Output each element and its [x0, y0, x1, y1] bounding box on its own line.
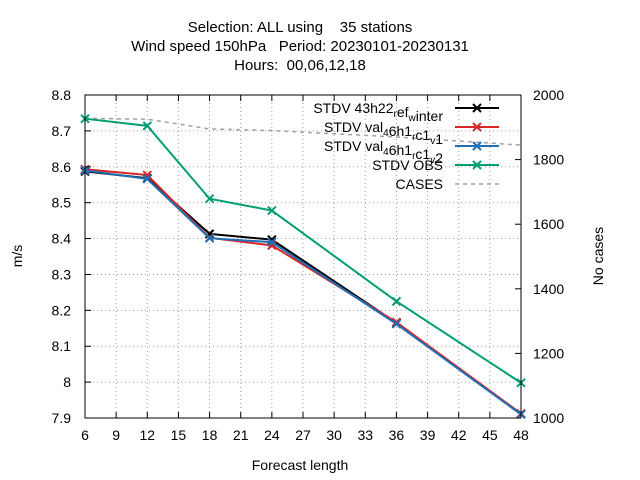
y2-tick-label: 2000: [533, 87, 564, 103]
series-cases: [84, 117, 522, 146]
x-tick-label: 30: [326, 427, 342, 443]
x-tick-label: 6: [81, 427, 89, 443]
x-tick-label: 39: [420, 427, 436, 443]
legend-label: STDV val46h1rc1v2: [324, 138, 443, 166]
y-axis-ticks: 7.9 8 8.1 8.2 8.3 8.4 8.5 8.6 8.7 8.8: [52, 87, 91, 426]
chart-title-line: Wind speed 150hPa Period: 20230101-20230…: [131, 38, 469, 55]
y-tick-label: 8.6: [52, 159, 72, 175]
grid: [84, 94, 522, 419]
data-point-stdv-obs: [204, 194, 215, 204]
y2-tick-label: 1200: [533, 345, 564, 361]
series-line-stdv-obs: [84, 117, 522, 384]
legend-label: STDV val46h1rc1v1: [324, 119, 443, 147]
x-tick-label: 42: [451, 427, 467, 443]
y2-axis-label: No cases: [590, 227, 606, 285]
x-tick-label: 45: [482, 427, 498, 443]
x-tick-label: 15: [171, 427, 187, 443]
x-tick-label: 36: [389, 427, 405, 443]
y-tick-label: 8.1: [52, 338, 72, 354]
y-tick-label: 8.5: [52, 195, 72, 211]
y-tick-label: 8.4: [52, 231, 72, 247]
y-tick-label: 8.7: [52, 123, 72, 139]
y-tick-label: 8: [63, 374, 71, 390]
series-line-cases: [84, 117, 522, 146]
x-tick-label: 12: [139, 427, 155, 443]
legend-label: STDV 43h22refwinter: [313, 100, 443, 124]
legend-label: CASES: [396, 176, 443, 192]
data-point-stdv-val-46h1-rc1-v2: [391, 319, 402, 329]
y-tick-label: 8.3: [52, 266, 72, 282]
x-axis-ticks: 6 9 12 15 18 21 24 27 30 33 36 39 42 45 48: [81, 95, 529, 443]
x-tick-label: 9: [112, 427, 120, 443]
legend-marker: [472, 141, 482, 151]
series: [80, 113, 526, 420]
y-tick-label: 8.8: [52, 87, 72, 103]
data-point-stdv-val-46h1-rc1-v2: [267, 237, 277, 247]
data-point-stdv-val-46h1-rc1-v2: [142, 174, 152, 184]
y2-axis-ticks: 1000 1200 1400 1600 1800 2000: [515, 87, 564, 426]
x-tick-label: 33: [357, 427, 373, 443]
x-tick-label: 48: [513, 427, 529, 443]
y2-tick-label: 1400: [533, 281, 564, 297]
x-tick-label: 21: [233, 427, 249, 443]
y2-tick-label: 1600: [533, 216, 564, 232]
y2-tick-label: 1800: [533, 152, 564, 168]
y-axis-label: m/s: [9, 245, 25, 268]
data-point-stdv-val-46h1-rc1-v2: [204, 233, 215, 243]
legend-marker: [472, 160, 482, 170]
chart-title-line: Hours: 00,06,12,18: [234, 57, 366, 74]
legend-marker: [472, 103, 482, 113]
x-tick-label: 18: [202, 427, 218, 443]
y-tick-label: 8.2: [52, 302, 72, 318]
data-point-stdv-obs: [142, 121, 152, 131]
y-tick-label: 7.9: [52, 410, 72, 426]
legend-label: STDV OBS: [372, 157, 443, 173]
y2-tick-label: 1000: [533, 410, 564, 426]
series-line-stdv-val-46h1-rc1-v1: [84, 168, 522, 415]
series-line-stdv-val-46h1-rc1-v2: [84, 169, 522, 416]
chart-title-line: Selection: ALL using 35 stations: [188, 19, 413, 36]
x-tick-label: 27: [295, 427, 311, 443]
legend-marker: [472, 122, 482, 132]
data-point-stdv-obs: [391, 296, 402, 307]
x-tick-label: 24: [264, 427, 280, 443]
chart-title: Selection: ALL using 35 stations Wind spe…: [131, 19, 469, 74]
x-axis-label: Forecast length: [252, 457, 349, 473]
data-point-stdv-obs: [267, 205, 277, 216]
